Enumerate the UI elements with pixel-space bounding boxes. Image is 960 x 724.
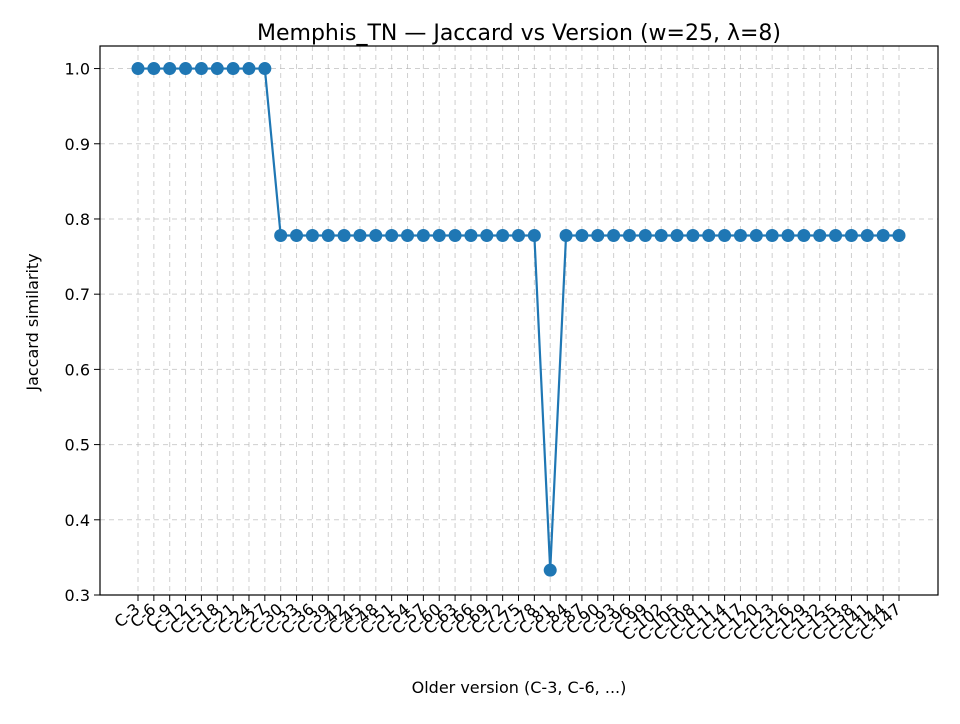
y-tick-label: 0.7 xyxy=(65,285,90,304)
data-point xyxy=(464,229,478,243)
data-point xyxy=(163,62,177,76)
y-tick-label: 0.8 xyxy=(65,210,90,229)
data-point xyxy=(622,229,636,243)
data-point xyxy=(670,229,684,243)
data-point xyxy=(575,229,589,243)
series-marks xyxy=(131,62,906,577)
data-point xyxy=(559,229,573,243)
data-point xyxy=(876,229,890,243)
grid xyxy=(100,46,938,596)
y-axis-label: Jaccard similarity xyxy=(23,253,42,391)
data-point xyxy=(290,229,304,243)
data-point xyxy=(210,62,224,76)
data-point xyxy=(258,62,272,76)
data-point xyxy=(480,229,494,243)
data-point xyxy=(829,229,843,243)
y-tick-label: 1.0 xyxy=(65,60,90,79)
plot-frame xyxy=(99,45,939,596)
y-tick-label: 0.5 xyxy=(65,436,90,455)
data-point xyxy=(147,62,161,76)
axes: 0.30.40.50.60.70.80.91.0C-3C-6C-9C-12C-1… xyxy=(65,60,905,645)
data-point xyxy=(813,229,827,243)
data-point xyxy=(131,62,145,76)
data-point xyxy=(401,229,415,243)
data-point xyxy=(733,229,747,243)
data-point xyxy=(496,229,510,243)
data-point xyxy=(892,229,906,243)
y-tick-label: 0.6 xyxy=(65,360,90,379)
data-point xyxy=(432,229,446,243)
data-point xyxy=(591,229,605,243)
data-point xyxy=(686,229,700,243)
data-point xyxy=(448,229,462,243)
y-tick-label: 0.9 xyxy=(65,135,90,154)
data-point xyxy=(385,229,399,243)
data-point xyxy=(860,229,874,243)
data-point xyxy=(607,229,621,243)
data-point xyxy=(654,229,668,243)
data-point xyxy=(638,229,652,243)
data-point xyxy=(416,229,430,243)
y-tick-label: 0.3 xyxy=(65,586,90,605)
data-point xyxy=(512,229,525,243)
data-point xyxy=(781,229,795,243)
data-point xyxy=(749,229,763,243)
chart-title: Memphis_TN — Jaccard vs Version (w=25, λ… xyxy=(257,21,781,46)
y-tick-label: 0.4 xyxy=(65,511,90,530)
data-point xyxy=(702,229,716,243)
data-point xyxy=(353,229,367,243)
data-point xyxy=(844,229,858,243)
data-point xyxy=(337,229,351,243)
x-axis-label: Older version (C-3, C-6, ...) xyxy=(412,678,627,697)
data-point xyxy=(321,229,335,243)
data-point xyxy=(369,229,383,243)
data-point xyxy=(242,62,256,76)
data-point xyxy=(179,62,193,76)
data-point xyxy=(194,62,208,76)
data-point xyxy=(226,62,240,76)
data-point xyxy=(527,229,541,243)
data-point xyxy=(274,229,288,243)
data-point xyxy=(543,563,557,577)
data-point xyxy=(305,229,319,243)
data-point xyxy=(765,229,779,243)
data-point xyxy=(718,229,732,243)
data-point xyxy=(797,229,811,243)
